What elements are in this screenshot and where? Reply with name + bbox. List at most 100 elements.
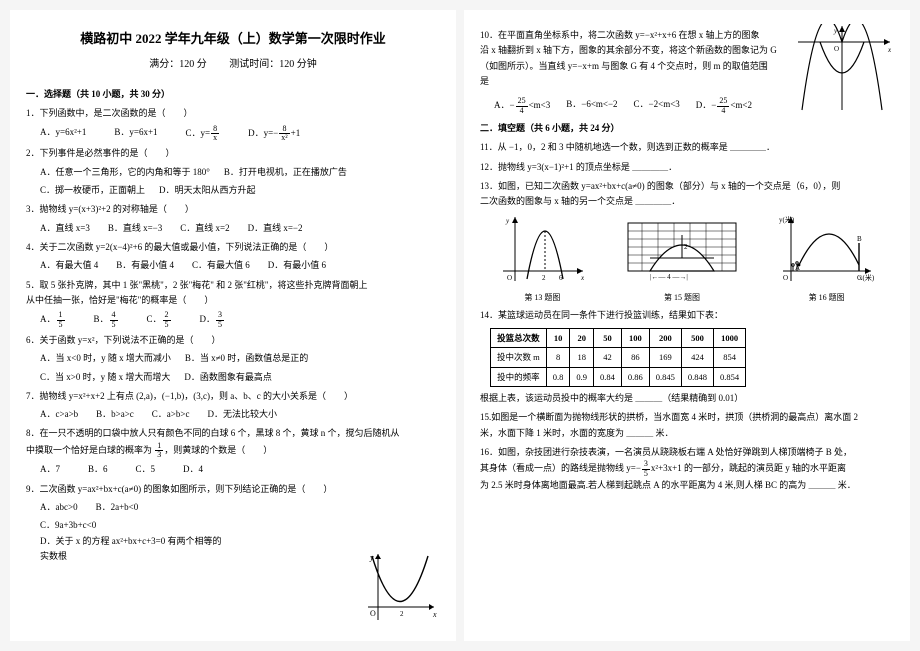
q16: 16．如图，杂技团进行杂技表演，一名演员从跷跷板右端 A 处恰好弹跳到人梯顶端椅… [480,445,894,493]
q11: 11．从 −1，0，2 和 3 中随机地选一个数，则选到正数的概率是 ＿＿＿＿． [480,140,894,155]
q16-l3: 为 2.5 米时身体离地面最高.若人梯到起跳点 A 的水平距离为 4 米,则人梯… [480,478,894,493]
q9-opt-a: A．abc>0 [40,500,78,515]
q9-opt-d2: 实数根 [40,549,346,564]
td: 0.9 [570,367,594,386]
fig15-wrap: 2 |←— 4 —→| 第 15 题图 [622,213,742,304]
q8-line1: 8．在一只不透明的口袋中放人只有颜色不同的白球 6 个，黑球 8 个，黄球 n … [26,426,440,441]
arch-bridge-icon: 2 |←— 4 —→| [622,213,742,283]
td: 0.854 [714,367,746,386]
q13-l2: 二次函数的图象与 x 轴的另一个交点是 ＿＿＿＿． [480,194,894,209]
q6: 6．关于函数 y=x²，下列说法不正确的是（ ） A．当 x<0 时，y 随 x… [26,333,440,385]
td: 0.8 [546,367,570,386]
q3-options: A．直线 x=3 B．直线 x=−3 C．直线 x=2 D．直线 x=−2 [40,221,440,236]
title: 横路初中 2022 学年九年级（上）数学第一次限时作业 [26,28,440,50]
th: 投篮总次数 [491,328,547,347]
q15: 15.如图是一个横断面为抛物线形状的拱桥，当水面宽 4 米时，拱顶（拱桥洞的最高… [480,410,894,441]
q4-stem: 4．关于二次函数 y=2(x−4)²+6 的最大值或最小值，下列说法正确的是（ … [26,240,440,255]
td: 169 [649,348,681,367]
q4: 4．关于二次函数 y=2(x−4)²+6 的最大值或最小值，下列说法正确的是（ … [26,240,440,274]
q9-opt-d: D．关于 x 的方程 ax²+bx+c+3=0 有两个相等的 [40,534,346,549]
table-header-row: 投篮总次数 10 20 50 100 200 500 1000 [491,328,746,347]
section-a-heading: 一．选择题（共 10 小题，共 30 分） [26,87,440,102]
fig16-cap: 第 16 题图 [777,291,877,305]
q10-l4: 是 [480,74,790,89]
q5-line2: 从中任抽一张，恰好是"梅花"的概率是（ ） [26,293,440,308]
svg-text:x: x [432,610,437,619]
q3-opt-a: A．直线 x=3 [40,221,90,236]
q5-opt-d: D．35 [200,311,226,329]
q8-line2: 中摸取一个恰好是白球的概率为 13，则黄球的个数是（ ） [26,442,440,460]
q4-opt-c: C．有最大值 6 [192,258,250,273]
q14-table: 投篮总次数 10 20 50 100 200 500 1000 投中次数 m 8… [490,328,746,387]
th: 200 [649,328,681,347]
q1-opt-b: B．y=6x+1 [114,125,157,143]
svg-text:x: x [887,46,892,54]
page-right: 10．在平面直角坐标系中，将二次函数 y=−x²+x+6 在想 x 轴上方的图象… [464,10,910,641]
svg-text:2: 2 [542,274,546,282]
q10-opt-b: B．−6<m<−2 [566,97,617,115]
score-label: 满分：120 分 [149,59,207,70]
td: 0.86 [621,367,649,386]
q13-l1: 13．如图，已知二次函数 y=ax²+bx+c(a≠0) 的图象（部分）与 x … [480,179,894,194]
q2-options-r2: C．掷一枚硬币，正面朝上 D．明天太阳从西方升起 [40,183,440,198]
svg-text:y(米): y(米) [779,215,795,224]
q5-line1: 5．取 5 张扑克牌，其中 1 张"黑桃"，2 张"梅花" 和 2 张"红桃"，… [26,278,440,293]
td: 投中次数 m [491,348,547,367]
svg-text:2: 2 [684,243,688,251]
td: 18 [570,348,594,367]
table-row: 投中次数 m 8 18 42 86 169 424 854 [491,348,746,367]
q1-stem: 1．下列函数中，是二次函数的是（ ） [26,106,440,121]
parabola-up-icon: x y O 2 [360,552,438,622]
q9-options-r1: A．abc>0 B．2a+b<0 [40,500,346,515]
q3: 3．抛物线 y=(x+3)²+2 的对称轴是（ ） A．直线 x=3 B．直线 … [26,202,440,236]
fig13-cap: 第 13 题图 [497,291,587,305]
svg-text:O: O [507,274,512,282]
q7-opt-a: A．c>a>b [40,407,78,422]
svg-text:O: O [783,274,788,282]
q3-stem: 3．抛物线 y=(x+3)²+2 的对称轴是（ ） [26,202,440,217]
q5-opt-a: A．15 [40,311,66,329]
svg-text:x: x [580,274,585,282]
q6-opt-b: B．当 x≠0 时，函数值总是正的 [185,351,308,366]
q1-opt-c: C．y=8x [186,125,221,143]
q3-opt-c: C．直线 x=2 [180,221,229,236]
q2-stem: 2．下列事件是必然事件的是（ ） [26,146,440,161]
q5: 5．取 5 张扑克牌，其中 1 张"黑桃"，2 张"梅花" 和 2 张"红桃"，… [26,278,440,329]
subtitle: 满分：120 分 测试时间：120 分钟 [26,56,440,73]
q8-opt-b: B．6 [88,462,108,477]
q2-opt-b: B．打开电视机，正在播放广告 [224,165,347,180]
td: 424 [681,348,713,367]
q1-opt-a: A．y=6x²+1 [40,125,86,143]
q7-opt-b: B．b>a>c [96,407,134,422]
q13: 13．如图，已知二次函数 y=ax²+bx+c(a≠0) 的图象（部分）与 x … [480,179,894,210]
q6-opt-c: C．当 x>0 时，y 随 x 增大而增大 [40,370,170,385]
q10-l2: 沿 x 轴翻折到 x 轴下方，图象的其余部分不变，将这个新函数的图象记为 G [480,43,790,58]
q1-opt-d: D．y=−8x²+1 [248,125,300,143]
fig15-cap: 第 15 题图 [622,291,742,305]
q3-opt-d: D．直线 x=−2 [248,221,303,236]
svg-text:O: O [370,609,376,618]
svg-text:6: 6 [559,274,563,282]
q2-opt-c: C．掷一枚硬币，正面朝上 [40,183,145,198]
q9-figure: x y O 2 [360,552,438,627]
q10-opt-a: A．−254<m<3 [494,97,550,115]
q2-opt-d: D．明天太阳从西方升起 [159,183,256,198]
td: 0.848 [681,367,713,386]
q7-opt-d: D．无法比较大小 [207,407,277,422]
svg-text:|←— 4 —→|: |←— 4 —→| [650,273,688,281]
q8-opt-d: D．4 [183,462,203,477]
q1: 1．下列函数中，是二次函数的是（ ） A．y=6x²+1 B．y=6x+1 C．… [26,106,440,142]
section-b-heading: 二．填空题（共 6 小题，共 24 分） [480,121,894,136]
th: 500 [681,328,713,347]
q4-opt-b: B．有最小值 4 [116,258,174,273]
th: 10 [546,328,570,347]
q10-opt-d: D．−254<m<2 [696,97,752,115]
td: 42 [594,348,622,367]
q8: 8．在一只不透明的口袋中放人只有颜色不同的白球 6 个，黑球 8 个，黄球 n … [26,426,440,477]
q10-opt-c: C．−2<m<3 [634,97,680,115]
q6-options-r2: C．当 x>0 时，y 随 x 增大而增大 D．函数图象有最高点 [40,370,440,385]
q2: 2．下列事件是必然事件的是（ ） A．任意一个三角形，它的内角和等于 180° … [26,146,440,198]
svg-text:2: 2 [400,610,404,618]
q4-opt-d: D．有最小值 6 [268,258,326,273]
q5-opt-c: C．25 [147,311,172,329]
